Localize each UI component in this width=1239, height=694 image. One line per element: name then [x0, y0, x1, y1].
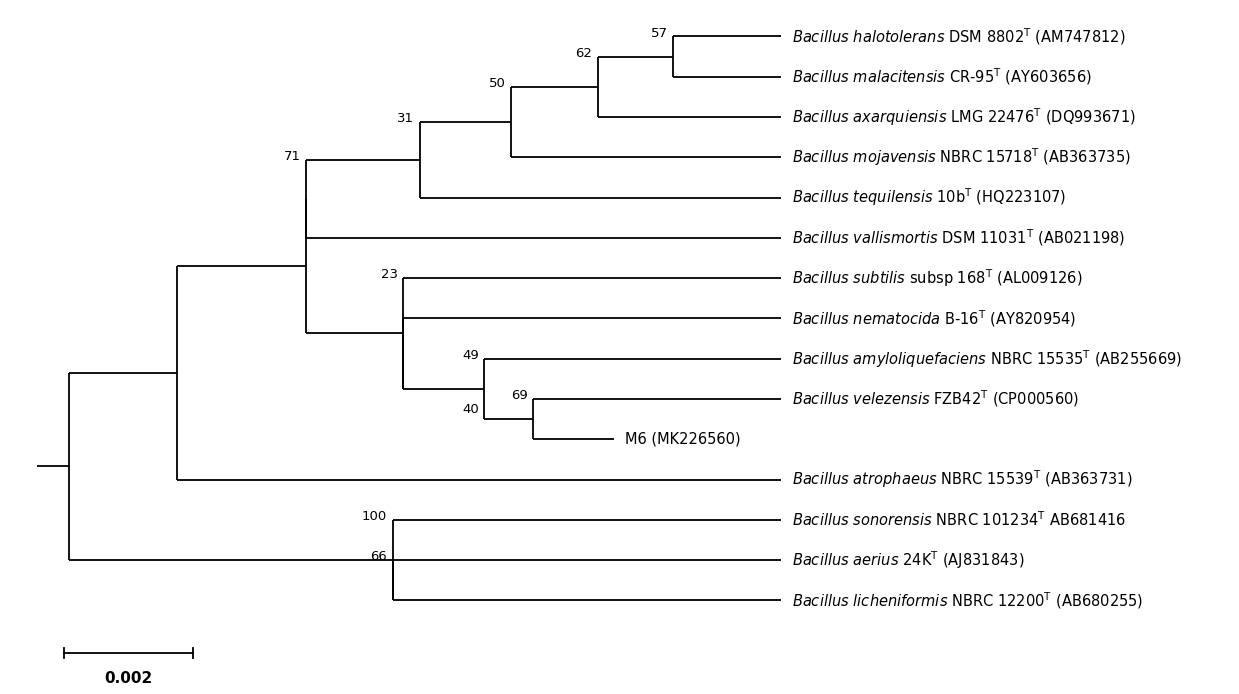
Text: $\it{Bacillus\ amyloliquefaciens}$ NBRC 15535$^{\mathrm{T}}$ (AB255669): $\it{Bacillus\ amyloliquefaciens}$ NBRC … — [792, 348, 1182, 369]
Text: $\it{Bacillus\ axarquiensis}$ LMG 22476$^{\mathrm{T}}$ (DQ993671): $\it{Bacillus\ axarquiensis}$ LMG 22476$… — [792, 106, 1136, 128]
Text: $\it{Bacillus\ tequilensis}$ 10b$^{\mathrm{T}}$ (HQ223107): $\it{Bacillus\ tequilensis}$ 10b$^{\math… — [792, 187, 1067, 208]
Text: 49: 49 — [462, 349, 479, 362]
Text: 23: 23 — [382, 269, 398, 281]
Text: $\it{Bacillus\ vallismortis}$ DSM 11031$^{\mathrm{T}}$ (AB021198): $\it{Bacillus\ vallismortis}$ DSM 11031$… — [792, 228, 1125, 248]
Text: 71: 71 — [284, 150, 301, 163]
Text: $\it{Bacillus\ nematocida}$ B-16$^{\mathrm{T}}$ (AY820954): $\it{Bacillus\ nematocida}$ B-16$^{\math… — [792, 308, 1077, 329]
Text: M6 (MK226560): M6 (MK226560) — [624, 432, 741, 447]
Text: $\it{Bacillus\ aerius}$ 24K$^{\mathrm{T}}$ (AJ831843): $\it{Bacillus\ aerius}$ 24K$^{\mathrm{T}… — [792, 549, 1025, 571]
Text: $\it{Bacillus\ mojavensis}$ NBRC 15718$^{\mathrm{T}}$ (AB363735): $\it{Bacillus\ mojavensis}$ NBRC 15718$^… — [792, 146, 1131, 168]
Text: 31: 31 — [398, 112, 414, 125]
Text: 69: 69 — [510, 389, 528, 402]
Text: $\it{Bacillus\ atrophaeus}$ NBRC 15539$^{\mathrm{T}}$ (AB363731): $\it{Bacillus\ atrophaeus}$ NBRC 15539$^… — [792, 468, 1132, 491]
Text: 40: 40 — [462, 403, 479, 416]
Text: $\it{Bacillus\ velezensis}$ FZB42$^{\mathrm{T}}$ (CP000560): $\it{Bacillus\ velezensis}$ FZB42$^{\mat… — [792, 389, 1079, 409]
Text: $\it{Bacillus\ sonorensis}$ NBRC 101234$^{\mathrm{T}}$ AB681416: $\it{Bacillus\ sonorensis}$ NBRC 101234$… — [792, 511, 1126, 529]
Text: 57: 57 — [650, 26, 668, 40]
Text: 0.002: 0.002 — [104, 671, 152, 686]
Text: $\it{Bacillus\ subtilis}$ subsp 168$^{\mathrm{T}}$ (AL009126): $\it{Bacillus\ subtilis}$ subsp 168$^{\m… — [792, 267, 1083, 289]
Text: $\it{Bacillus\ halotolerans}$ DSM 8802$^{\mathrm{T}}$ (AM747812): $\it{Bacillus\ halotolerans}$ DSM 8802$^… — [792, 26, 1125, 46]
Text: 66: 66 — [370, 550, 388, 564]
Text: 62: 62 — [575, 46, 592, 60]
Text: 50: 50 — [489, 77, 506, 90]
Text: 100: 100 — [362, 510, 388, 523]
Text: $\it{Bacillus\ licheniformis}$ NBRC 12200$^{\mathrm{T}}$ (AB680255): $\it{Bacillus\ licheniformis}$ NBRC 1220… — [792, 590, 1144, 611]
Text: $\it{Bacillus\ malacitensis}$ CR-95$^{\mathrm{T}}$ (AY603656): $\it{Bacillus\ malacitensis}$ CR-95$^{\m… — [792, 67, 1092, 87]
